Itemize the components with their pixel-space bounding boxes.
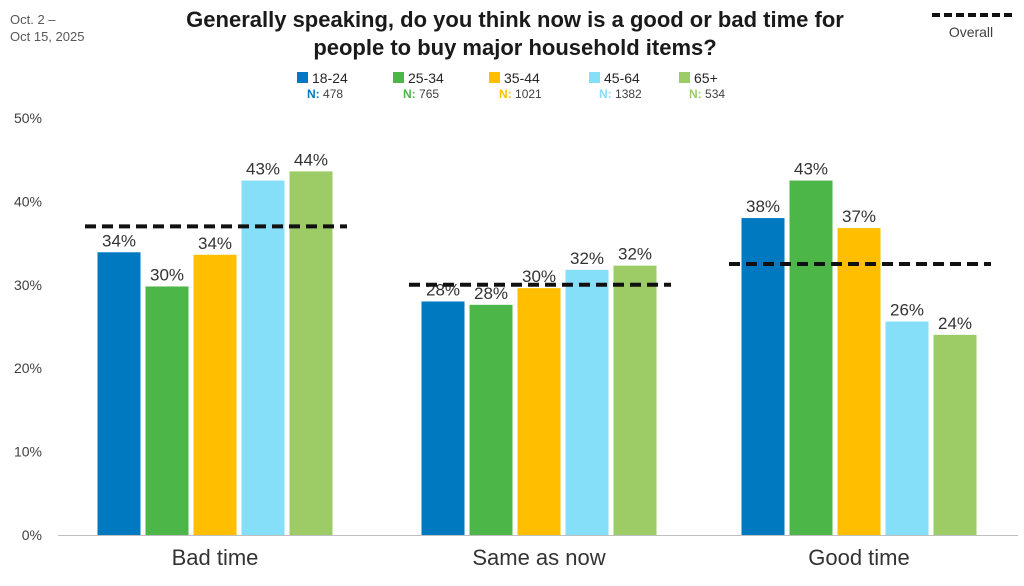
legend-label-18-24: 18-24: [312, 70, 348, 86]
data-label-45-64-bad-time: 43%: [246, 160, 280, 179]
legend-n-label: N:: [599, 87, 612, 101]
date-range: Oct. 2 – Oct 15, 2025: [10, 11, 84, 45]
date-range-end: Oct 15, 2025: [10, 29, 85, 44]
legend-swatch-65-plus: [679, 72, 690, 83]
legend-swatch-35-44: [489, 72, 500, 83]
bar-65-plus-same-as-now: [613, 265, 657, 535]
legend-item-18-24: 18-24 N: 478: [297, 70, 387, 102]
legend-label-25-34: 25-34: [408, 70, 444, 86]
legend-n-35-44: 1021: [515, 87, 542, 101]
bar-35-44-good-time: [837, 228, 881, 535]
chart-title-line-1: Generally speaking, do you think now is …: [186, 7, 844, 32]
data-label-45-64-good-time: 26%: [890, 300, 924, 319]
data-label-45-64-same-as-now: 32%: [570, 249, 604, 268]
legend-item-45-64: 45-64 N: 1382: [589, 70, 679, 102]
data-label-35-44-same-as-now: 30%: [522, 267, 556, 286]
bar-18-24-bad-time: [97, 252, 141, 536]
legend-item-65-plus: 65+ N: 534: [679, 70, 769, 102]
data-label-25-34-good-time: 43%: [794, 160, 828, 179]
legend: 18-24 N: 478 25-34 N: 765 35-44 N: 1021 …: [0, 70, 1024, 106]
legend-swatch-18-24: [297, 72, 308, 83]
chart-title: Generally speaking, do you think now is …: [105, 6, 925, 62]
bar-65-plus-good-time: [933, 334, 977, 535]
legend-n-label: N:: [403, 87, 416, 101]
bar-35-44-same-as-now: [517, 288, 561, 535]
bar-25-34-same-as-now: [469, 304, 513, 535]
bar-65-plus-bad-time: [289, 171, 333, 535]
legend-n-label: N:: [689, 87, 702, 101]
x-tick-label-good-time: Good time: [808, 545, 910, 570]
y-tick-label: 10%: [14, 444, 42, 460]
data-label-65-plus-same-as-now: 32%: [618, 245, 652, 264]
y-tick-label: 40%: [14, 193, 42, 209]
legend-item-35-44: 35-44 N: 1021: [489, 70, 579, 102]
legend-n-45-64: 1382: [615, 87, 642, 101]
data-label-25-34-same-as-now: 28%: [474, 284, 508, 303]
legend-label-35-44: 35-44: [504, 70, 540, 86]
y-tick-label: 0%: [22, 527, 42, 543]
legend-n-label: N:: [499, 87, 512, 101]
bar-45-64-good-time: [885, 321, 929, 535]
data-label-18-24-good-time: 38%: [746, 197, 780, 216]
x-tick-label-bad-time: Bad time: [172, 545, 259, 570]
bar-18-24-good-time: [741, 218, 785, 535]
legend-n-25-34: 765: [419, 87, 440, 101]
bar-18-24-same-as-now: [421, 301, 465, 535]
y-tick-label: 50%: [14, 110, 42, 126]
bar-25-34-bad-time: [145, 286, 189, 535]
data-label-65-plus-good-time: 24%: [938, 314, 972, 333]
legend-n-18-24: 478: [323, 87, 344, 101]
data-label-65-plus-bad-time: 44%: [294, 150, 328, 169]
data-label-18-24-bad-time: 34%: [102, 231, 136, 250]
bar-45-64-bad-time: [241, 180, 285, 536]
data-label-25-34-bad-time: 30%: [150, 265, 184, 284]
x-tick-label-same-as-now: Same as now: [472, 545, 605, 570]
legend-swatch-45-64: [589, 72, 600, 83]
overall-legend: Overall: [930, 6, 1020, 42]
data-label-35-44-good-time: 37%: [842, 207, 876, 226]
data-label-35-44-bad-time: 34%: [198, 234, 232, 253]
overall-legend-dash: [932, 13, 1012, 17]
legend-item-25-34: 25-34 N: 765: [393, 70, 483, 102]
bar-45-64-same-as-now: [565, 269, 609, 535]
bar-35-44-bad-time: [193, 254, 237, 535]
legend-n-label: N:: [307, 87, 320, 101]
date-range-start: Oct. 2 –: [10, 12, 56, 27]
bar-25-34-good-time: [789, 180, 833, 536]
legend-label-45-64: 45-64: [604, 70, 640, 86]
legend-n-65-plus: 534: [705, 87, 726, 101]
legend-label-65-plus: 65+: [694, 70, 718, 86]
y-tick-label: 20%: [14, 360, 42, 376]
y-tick-label: 30%: [14, 277, 42, 293]
chart-title-line-2: people to buy major household items?: [313, 35, 717, 60]
legend-swatch-25-34: [393, 72, 404, 83]
overall-legend-label: Overall: [948, 24, 994, 40]
